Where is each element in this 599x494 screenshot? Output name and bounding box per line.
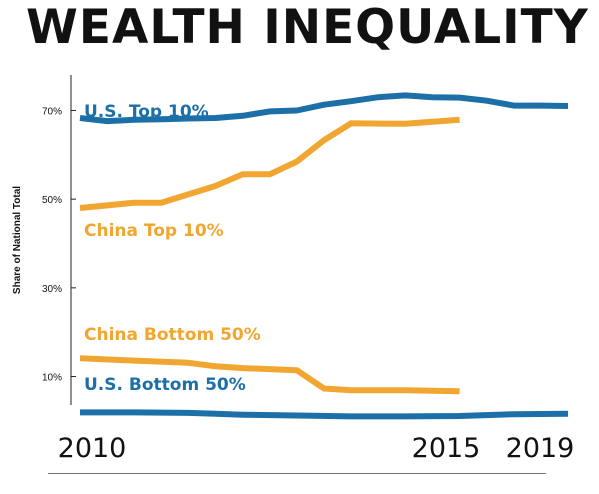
y-tick-label: 10% [42,373,62,384]
x-tick-label: 2015 [412,433,481,464]
x-axis-ticks: 2010 2015 2019 [58,433,575,464]
series-lines [79,92,569,420]
x-tick-label: 2010 [58,433,127,464]
y-axis-label: Share of National Total [12,186,23,294]
series-labels: U.S. Top 10% China Top 10% China Bottom 50… [84,102,261,395]
series-label: U.S. Bottom 50% [84,375,246,395]
y-tick-label: 70% [42,106,62,117]
series-line-u-s-bottom-50 [80,409,569,420]
x-tick-label: 2019 [506,433,575,464]
bottom-divider [48,473,546,474]
page-title: WEALTH INEQUALITY [26,0,589,55]
series-label: China Bottom 50% [84,325,261,345]
series-label: U.S. Top 10% [84,102,209,122]
y-tick-label: 50% [42,195,62,206]
y-tick-label: 30% [42,284,62,295]
series-line-china-bottom-50 [79,355,460,395]
series-line-u-s-top-10 [79,92,569,125]
y-axis: Share of National Total 10% 30% 50% 70% [12,75,76,405]
series-label: China Top 10% [84,221,224,241]
series-line-china-top-10 [79,116,460,211]
